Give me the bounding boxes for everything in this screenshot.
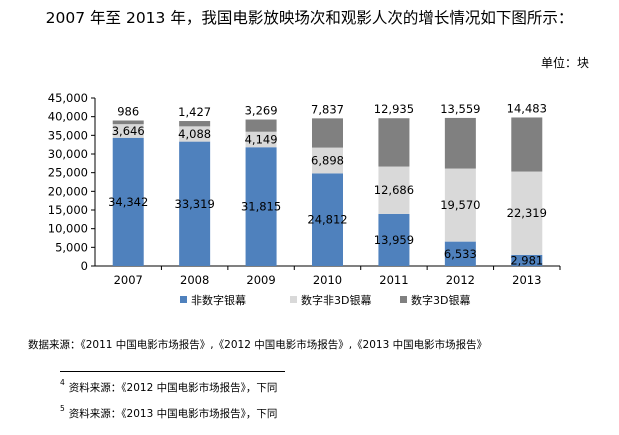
y-tick-label: 30,000: [48, 147, 88, 161]
legend-swatch: [400, 296, 407, 303]
stacked-bar-chart: 0 5,000 10,000 15,000 20,000 25,000 30,000 35,0…: [48, 91, 561, 307]
legend-label: 数字3D银幕: [411, 293, 470, 307]
footnote-divider: [60, 371, 285, 372]
bar-segment: [179, 126, 211, 142]
bar-segment: [444, 117, 476, 169]
footnote-5: 5 资料来源：《2013 中国电影市场报告》，下同: [60, 404, 277, 421]
data-label: 24,812: [307, 213, 347, 227]
y-tick-label: 5,000: [55, 240, 88, 254]
data-label: 19,570: [440, 198, 480, 212]
bar-segment: [245, 147, 277, 266]
x-tick-label: 2009: [246, 273, 275, 287]
data-label: 4,088: [178, 127, 211, 141]
bar-segment: [444, 168, 476, 242]
data-label: 13,559: [440, 102, 480, 116]
x-tick-label: 2013: [512, 273, 541, 287]
footnote-4-text: 资料来源：《2012 中国电影市场报告》，下同: [68, 382, 278, 394]
x-tick-label: 2007: [114, 273, 143, 287]
bar-segment: [378, 166, 410, 214]
data-label: 33,319: [175, 197, 215, 211]
data-label: 3,269: [245, 104, 278, 118]
bar-segment: [378, 213, 410, 266]
data-label: 4,149: [245, 132, 278, 146]
bar-segment: [245, 119, 277, 132]
bar-segment: [511, 171, 543, 255]
legend-swatch: [180, 296, 187, 303]
bar-segment: [511, 117, 543, 172]
bar-segment: [378, 118, 410, 167]
footnote-5-text: 资料来源：《2013 中国电影市场报告》，下同: [68, 408, 278, 420]
bar-segment: [112, 124, 144, 138]
data-label: 22,319: [507, 206, 547, 220]
data-label: 31,815: [241, 200, 281, 214]
page-heading: 2007 年至 2013 年，我国电影放映场次和观影人次的增长情况如下图所示：: [45, 9, 574, 27]
legend-swatch: [290, 296, 297, 303]
y-tick-label: 15,000: [48, 203, 88, 217]
bar-segment: [312, 173, 343, 266]
data-label: 34,342: [108, 195, 148, 209]
bar-segment: [511, 254, 543, 266]
bar-segment: [112, 137, 144, 266]
y-tick-label: 45,000: [48, 91, 88, 105]
data-label: 13,959: [374, 233, 414, 247]
x-tick-label: 2008: [180, 273, 209, 287]
data-label: 2,981: [510, 253, 543, 267]
footnote-4: 4 资料来源：《2012 中国电影市场报告》，下同: [60, 378, 277, 395]
data-label: 14,483: [507, 101, 547, 115]
y-tick-label: 25,000: [48, 166, 88, 180]
bar-segment: [312, 147, 343, 174]
data-source-note: 数据来源：《2011 中国电影市场报告》,《2012 中国电影市场报告》,《20…: [28, 339, 488, 351]
bar-segment: [444, 241, 476, 266]
bar-segment: [245, 131, 277, 148]
data-label: 12,686: [374, 183, 414, 197]
y-tick-label: 35,000: [48, 128, 88, 142]
legend-label: 数字非3D银幕: [301, 293, 371, 307]
data-label: 1,427: [178, 105, 211, 119]
data-label: 6,533: [444, 247, 477, 261]
x-tick-label: 2011: [379, 273, 408, 287]
data-label: 3,646: [112, 124, 145, 138]
y-tick-label: 20,000: [48, 184, 88, 198]
bar-segment: [112, 120, 144, 125]
bar-segment: [312, 118, 343, 148]
y-tick-label: 40,000: [48, 110, 88, 124]
footnote-4-mark: 4: [60, 378, 65, 387]
y-tick-label: 10,000: [48, 222, 88, 236]
y-tick-label: 0: [81, 259, 88, 273]
bar-segment: [179, 141, 211, 266]
data-label: 986: [117, 104, 139, 118]
data-label: 7,837: [311, 102, 344, 116]
unit-label: 单位：块: [540, 56, 589, 70]
legend-label: 非数字银幕: [191, 293, 246, 307]
footnote-5-mark: 5: [60, 404, 65, 413]
x-tick-label: 2010: [313, 273, 342, 287]
x-tick-label: 2012: [446, 273, 475, 287]
data-label: 12,935: [374, 102, 414, 116]
data-label: 6,898: [311, 153, 344, 167]
bar-segment: [179, 121, 211, 127]
